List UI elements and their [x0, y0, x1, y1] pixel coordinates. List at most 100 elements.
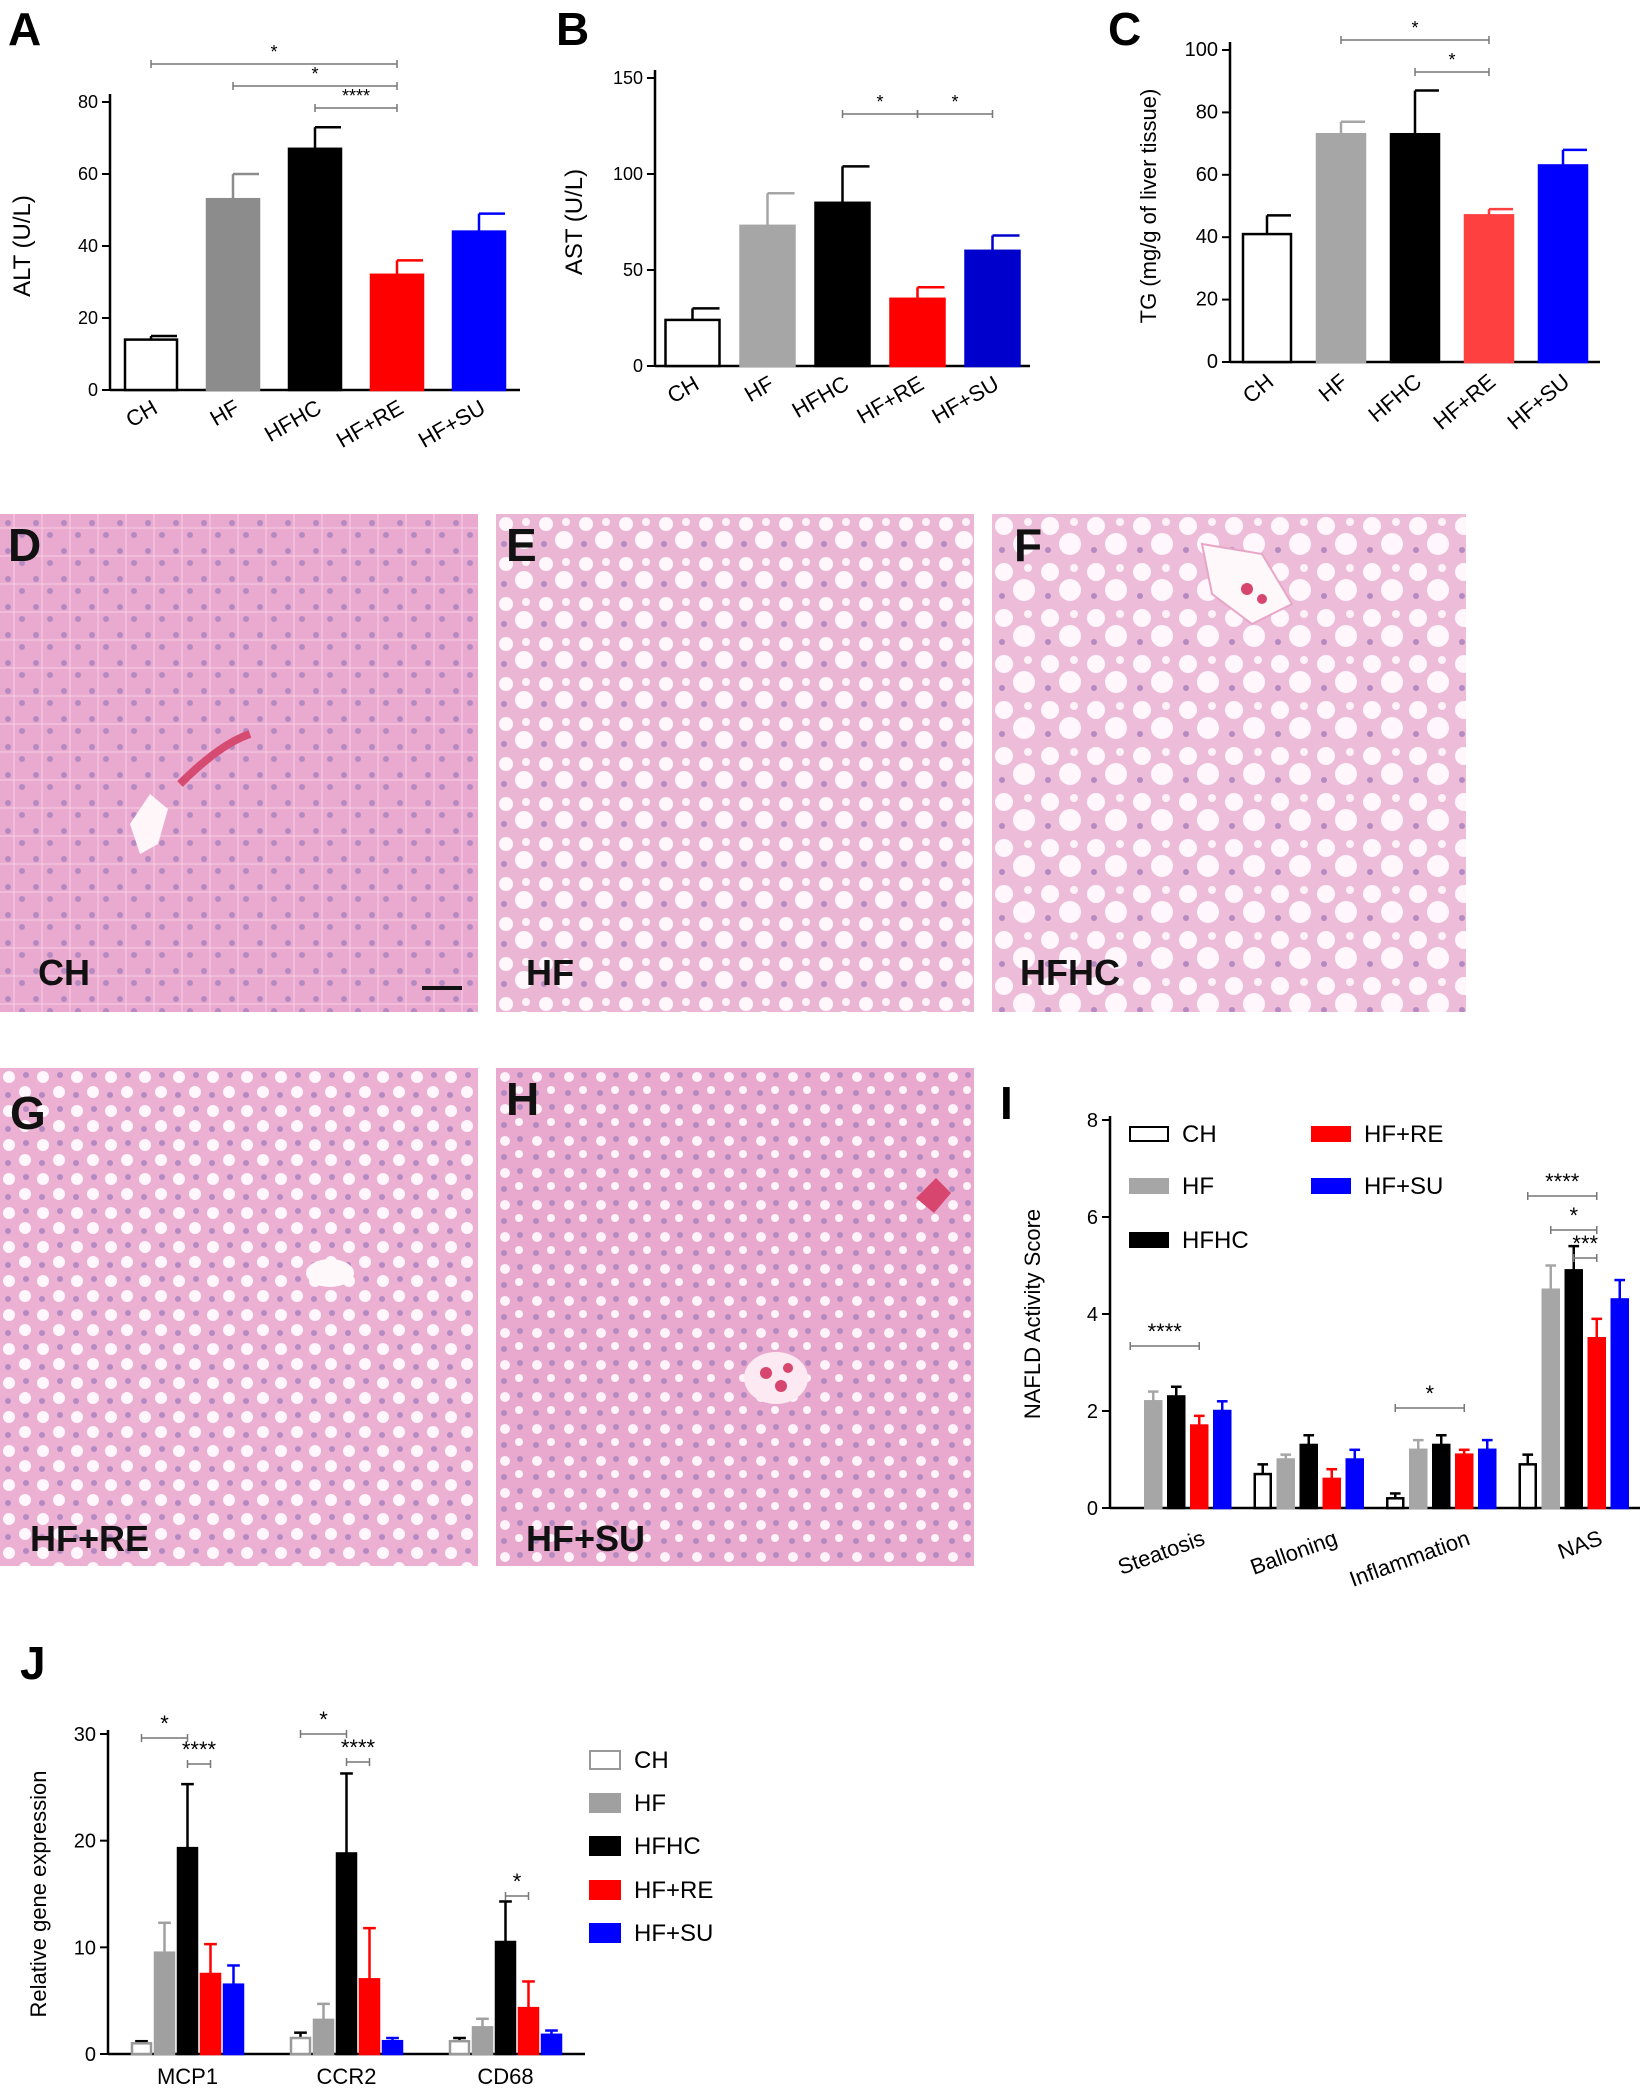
x-tick-label: Balloning [1247, 1525, 1341, 1579]
y-tick-label: 100 [613, 164, 643, 184]
bar-hf-su [540, 2033, 563, 2056]
y-tick-label: 0 [88, 380, 98, 400]
significance-label: **** [1545, 1169, 1580, 1194]
micrograph-group-label: HFHC [1020, 952, 1120, 993]
x-tick-label: HF+RE [852, 371, 928, 429]
bar-hf [312, 2018, 335, 2056]
micrograph-h: H HF+SU [496, 1068, 974, 1566]
panel-letter-i: I [1000, 1077, 1013, 1129]
legend-label: HFHC [1182, 1227, 1249, 1254]
legend-label: CH [634, 1747, 669, 1774]
micrograph-h-image [496, 1068, 974, 1566]
bar-ch [123, 338, 179, 392]
y-tick-label: 50 [623, 260, 643, 280]
micrograph-letter: D [8, 519, 42, 571]
bar-hf [1315, 132, 1367, 364]
y-tick-label: 0 [85, 2044, 96, 2066]
x-tick-label: HFHC [788, 371, 854, 423]
bar-hf-su [1478, 1448, 1497, 1510]
bar-hf-re [889, 297, 946, 368]
bar-hf-re [358, 1978, 381, 2056]
significance-label: * [319, 1707, 328, 1732]
y-tick-label: 0 [1087, 1498, 1098, 1520]
x-tick-label: HFHC [260, 395, 326, 447]
x-tick-label: HF [740, 371, 778, 407]
significance-label: *** [1572, 1231, 1598, 1256]
significance-label: **** [1148, 1319, 1183, 1344]
bar-hfhc [1167, 1395, 1186, 1510]
x-tick-label: HF [206, 395, 244, 431]
panel-letter-a: A [8, 3, 42, 55]
x-tick-label: CH [1238, 369, 1278, 409]
x-tick-label: MCP1 [157, 2064, 218, 2089]
legend-label: HF+RE [1364, 1121, 1443, 1148]
x-tick-label: CCR2 [317, 2064, 377, 2089]
bar-hfhc [1299, 1443, 1318, 1510]
bar-ch [664, 318, 721, 368]
legend-label: HF+RE [634, 1877, 713, 1904]
x-tick-label: CH [121, 395, 161, 433]
y-tick-label: 2 [1087, 1401, 1098, 1423]
bar-hf-su [1345, 1458, 1364, 1510]
x-tick-label: HF+SU [1502, 369, 1574, 435]
micrograph-group-label: CH [38, 952, 90, 993]
bar-hfhc [287, 147, 343, 392]
y-tick-label: 60 [1196, 164, 1218, 186]
bar-ch [448, 2039, 471, 2056]
panel-letter-c: C [1108, 3, 1142, 55]
bar-hf [153, 1951, 176, 2056]
bar-hf-re [517, 2006, 540, 2056]
legend-swatch [589, 1750, 621, 1770]
y-tick-label: 80 [1196, 101, 1218, 123]
bar-ch [1518, 1463, 1537, 1510]
micrograph-group-label: HF [526, 952, 574, 993]
bar-hfhc [494, 1940, 517, 2056]
x-tick-label: Inflammation [1346, 1525, 1473, 1592]
micrograph-g-image [0, 1068, 478, 1566]
micrograph-letter: F [1014, 519, 1043, 571]
legend-label: HF [1182, 1173, 1214, 1200]
y-tick-label: 6 [1087, 1207, 1098, 1229]
legend-swatch [1129, 1126, 1169, 1142]
legend-swatch [1311, 1178, 1351, 1194]
micrograph-e: E HF [496, 514, 974, 1012]
y-tick-label: 150 [613, 68, 643, 88]
significance-label: **** [341, 1735, 376, 1760]
x-tick-label: HFHC [1363, 369, 1426, 427]
bar-hf [471, 2026, 494, 2056]
bar-hf [1541, 1288, 1560, 1510]
bar-hf-su [1537, 164, 1589, 364]
x-tick-label: HF+SU [927, 371, 1003, 429]
bar-hf-re [1190, 1424, 1209, 1510]
x-tick-label: HF+RE [332, 395, 408, 453]
y-tick-label: 100 [1185, 39, 1218, 61]
significance-label: * [270, 42, 277, 62]
bar-hf-re [369, 273, 425, 392]
panel-letter-j: J [20, 1637, 46, 1689]
micrograph-d: D CH [0, 514, 478, 1012]
micrograph-group-label: HF+RE [30, 1518, 150, 1559]
chart-tg: 0 20 40 60 80 100 TG (mg/g of liver tissue) CH H… [1136, 18, 1600, 435]
bar-ch [1253, 1472, 1272, 1510]
x-tick-label: NAS [1554, 1525, 1605, 1564]
y-tick-label: 20 [78, 308, 98, 328]
y-tick-label: 20 [1196, 289, 1218, 311]
micrograph-letter: H [506, 1073, 540, 1125]
legend-swatch [1129, 1178, 1169, 1194]
bar-hfhc [1432, 1443, 1451, 1510]
significance-label: * [1425, 1381, 1434, 1406]
y-axis-label: TG (mg/g of liver tissue) [1136, 89, 1161, 324]
bar-hf-su [222, 1983, 245, 2056]
significance-label: **** [342, 86, 370, 106]
y-tick-label: 30 [74, 1724, 96, 1746]
legend-label: CH [1182, 1121, 1217, 1148]
legend-swatch [1129, 1232, 1169, 1248]
micrograph-d-image [0, 514, 478, 1012]
bar-hf-re [1463, 214, 1515, 364]
significance-label: * [1569, 1203, 1578, 1228]
chart-nafld: 0 2 4 6 8 NAFLD Activity Score Steatosis Ballon… [1020, 1110, 1640, 1592]
bar-hfhc [176, 1846, 199, 2056]
bar-ch [1241, 232, 1293, 364]
y-axis-label: ALT (U/L) [9, 195, 36, 297]
bar-hf [205, 197, 261, 392]
